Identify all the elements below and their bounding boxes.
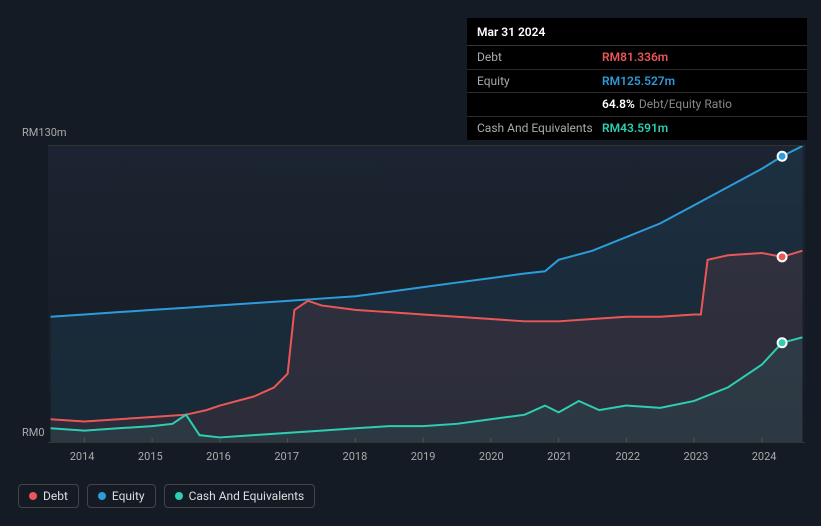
x-axis-labels: 2014 2015 2016 2017 2018 2019 2020 2021 2022 2023…	[48, 450, 807, 466]
tooltip-row: DebtRM81.336m	[467, 46, 807, 70]
x-tick-label: 2022	[615, 450, 640, 463]
legend-label: Equity	[112, 489, 145, 503]
tooltip-row: EquityRM125.527m	[467, 70, 807, 94]
legend-item-debt[interactable]: Debt	[18, 484, 79, 508]
tooltip-date: Mar 31 2024	[467, 18, 807, 46]
tooltip-row-label: Equity	[477, 73, 602, 90]
tooltip-row-value: 64.8%Debt/Equity Ratio	[602, 96, 732, 113]
x-tick-label: 2019	[411, 450, 436, 463]
debt-marker	[778, 252, 787, 261]
tooltip-row-label: Cash And Equivalents	[477, 120, 602, 137]
tooltip-row: Cash And EquivalentsRM43.591m	[467, 117, 807, 140]
cash-marker	[778, 338, 787, 347]
chart-container: Mar 31 2024 DebtRM81.336mEquityRM125.527…	[0, 0, 821, 526]
legend-dot-icon	[98, 492, 106, 500]
legend-item-equity[interactable]: Equity	[87, 484, 156, 508]
chart-tooltip: Mar 31 2024 DebtRM81.336mEquityRM125.527…	[467, 18, 807, 140]
y-axis-min-label: RM0	[22, 426, 45, 439]
x-tick-label: 2016	[206, 450, 231, 463]
chart-legend: Debt Equity Cash And Equivalents	[18, 484, 315, 508]
legend-item-cash[interactable]: Cash And Equivalents	[164, 484, 316, 508]
x-tick-label: 2021	[547, 450, 572, 463]
tooltip-row-value: RM43.591m	[602, 120, 668, 137]
x-tick-label: 2023	[684, 450, 709, 463]
x-tick-label: 2024	[752, 450, 777, 463]
chart-plot-area[interactable]	[48, 145, 805, 443]
tooltip-row: 64.8%Debt/Equity Ratio	[467, 93, 807, 117]
tooltip-row-extra: Debt/Equity Ratio	[639, 97, 732, 111]
legend-dot-icon	[29, 492, 37, 500]
legend-label: Cash And Equivalents	[189, 489, 305, 503]
x-tick-label: 2017	[274, 450, 299, 463]
x-tick-label: 2018	[343, 450, 368, 463]
legend-dot-icon	[175, 492, 183, 500]
tooltip-row-label	[477, 96, 602, 113]
tooltip-row-value: RM81.336m	[602, 49, 668, 66]
tooltip-row-label: Debt	[477, 49, 602, 66]
tooltip-row-value: RM125.527m	[602, 73, 675, 90]
legend-label: Debt	[43, 489, 68, 503]
x-tick-label: 2020	[479, 450, 504, 463]
tooltip-rows: DebtRM81.336mEquityRM125.527m64.8%Debt/E…	[467, 46, 807, 140]
x-tick-label: 2014	[70, 450, 95, 463]
y-axis-max-label: RM130m	[22, 126, 67, 139]
equity-marker	[778, 152, 787, 161]
x-tick-label: 2015	[138, 450, 163, 463]
